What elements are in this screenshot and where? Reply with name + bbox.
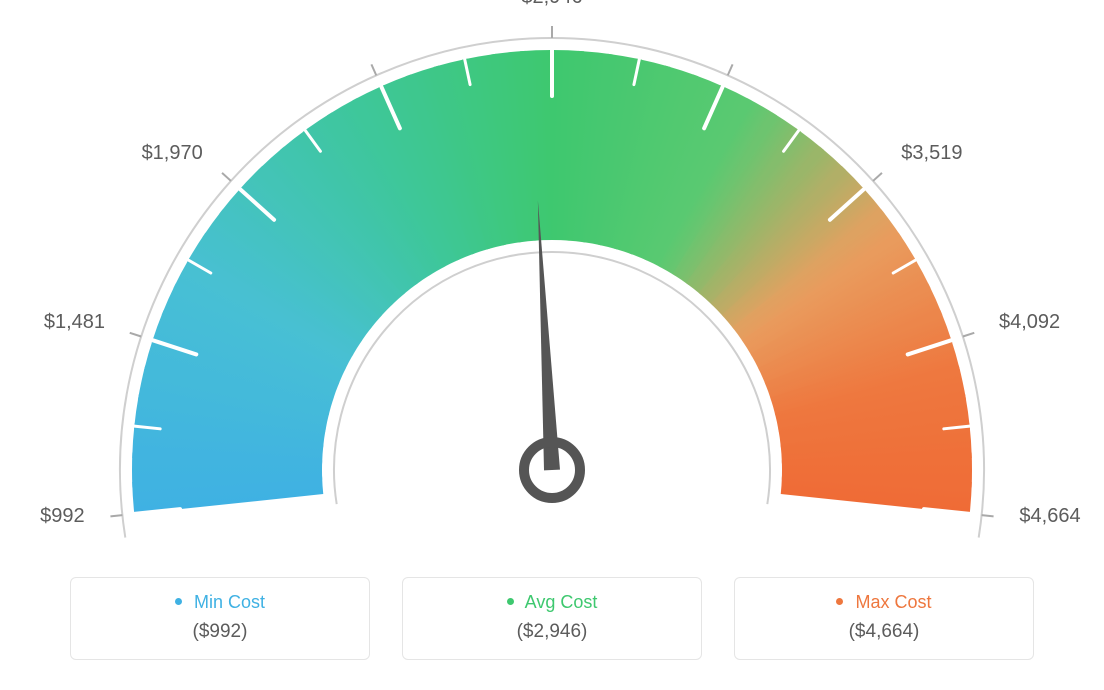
gauge-tick-label: $4,664 <box>1019 505 1080 528</box>
legend-title-avg: Avg Cost <box>421 592 683 613</box>
legend-card-max: Max Cost ($4,664) <box>734 577 1034 660</box>
dot-icon <box>175 598 182 605</box>
gauge-tick-label: $2,946 <box>521 0 582 9</box>
gauge-area: $992 $1,481 $1,970 $2,946 $3,519 $4,092 $4,664 <box>0 0 1104 560</box>
legend-value-max: ($4,664) <box>753 621 1015 643</box>
dot-icon <box>507 598 514 605</box>
gauge-tick-label: $1,970 <box>142 142 203 165</box>
gauge-tick-label: $992 <box>40 505 85 528</box>
legend-card-avg: Avg Cost ($2,946) <box>402 577 702 660</box>
legend-title-min: Min Cost <box>89 592 351 613</box>
legend-card-min: Min Cost ($992) <box>70 577 370 660</box>
legend-title-avg-text: Avg Cost <box>525 592 598 612</box>
legend-title-max: Max Cost <box>753 592 1015 613</box>
legend-title-max-text: Max Cost <box>855 592 931 612</box>
gauge-tick-label: $1,481 <box>44 311 105 334</box>
legend-title-min-text: Min Cost <box>194 592 265 612</box>
gauge-tick-label: $4,092 <box>999 311 1060 334</box>
legend-value-min: ($992) <box>89 621 351 643</box>
cost-gauge-widget: $992 $1,481 $1,970 $2,946 $3,519 $4,092 $4,664… <box>0 0 1104 690</box>
legend-row: Min Cost ($992) Avg Cost ($2,946) Max Co… <box>0 577 1104 660</box>
dot-icon <box>836 598 843 605</box>
gauge-chart <box>0 0 1104 560</box>
legend-value-avg: ($2,946) <box>421 621 683 643</box>
gauge-tick-label: $3,519 <box>901 142 962 165</box>
